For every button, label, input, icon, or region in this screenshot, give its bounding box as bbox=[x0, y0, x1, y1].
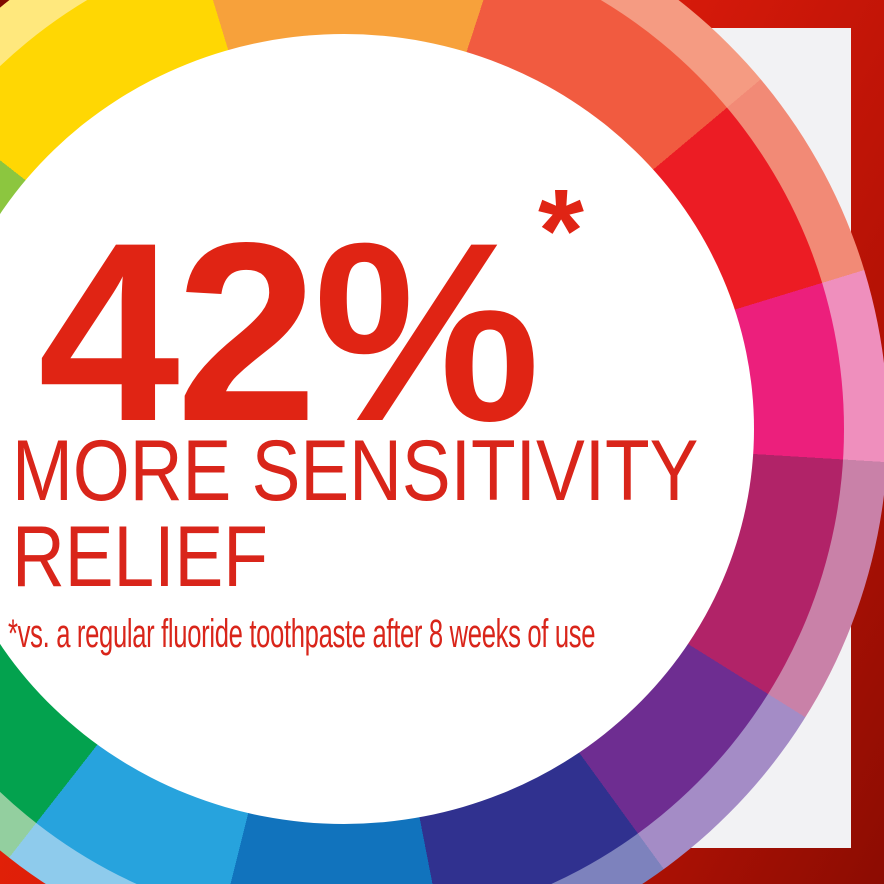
claim-headline: MORE SENSITIVITY RELIEF bbox=[12, 428, 698, 600]
claim-footnote: *vs. a regular fluoride toothpaste after… bbox=[8, 612, 596, 656]
headline-line-1: MORE SENSITIVITY bbox=[12, 423, 699, 519]
headline-line-2: RELIEF bbox=[12, 509, 268, 605]
asterisk-mark: * bbox=[538, 165, 584, 297]
wheel-center-disc bbox=[0, 34, 754, 824]
claim-percentage: 42% bbox=[38, 190, 540, 475]
